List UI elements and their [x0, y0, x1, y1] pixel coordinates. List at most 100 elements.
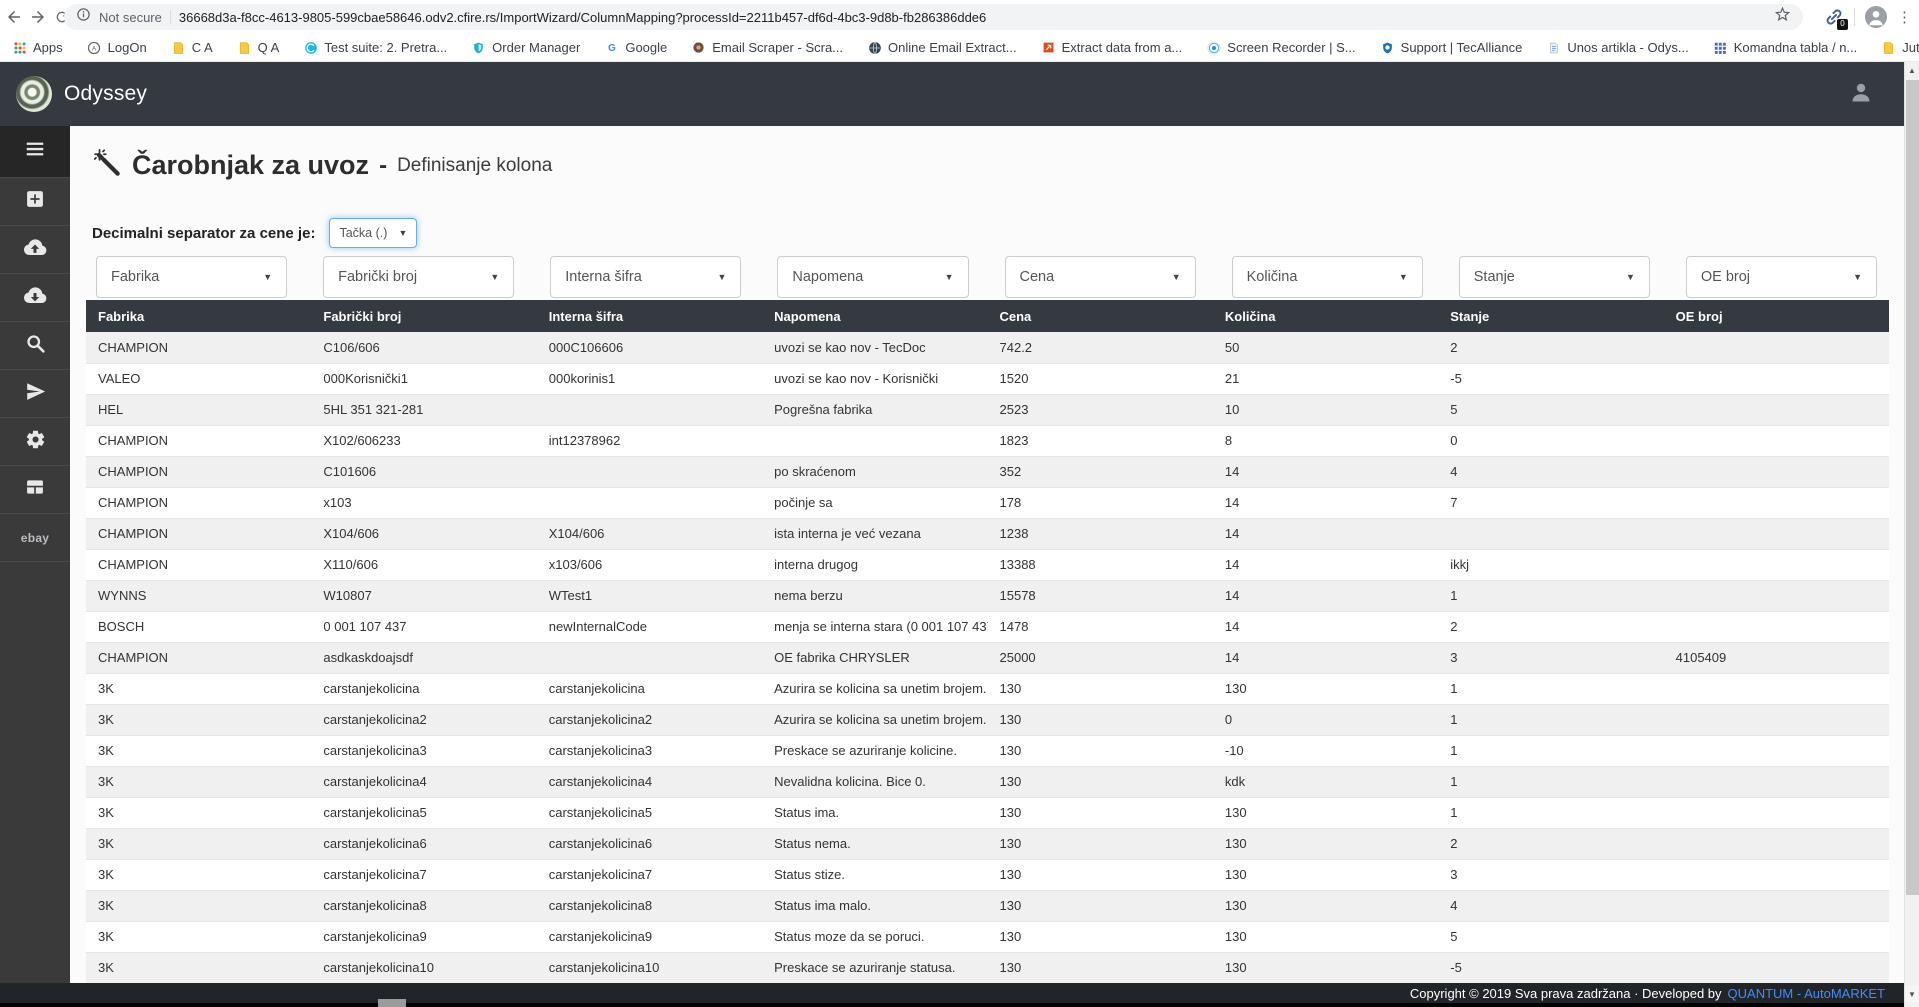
- column-header: Količina: [1212, 300, 1439, 332]
- sidebar-item-send[interactable]: [0, 370, 70, 418]
- table-row: 3K carstanjekolicina4 carstanjekolicina4 Ne…: [86, 766, 1889, 798]
- extension-badge: 0: [1837, 19, 1848, 30]
- shield-blue-icon: [1380, 40, 1395, 55]
- table-row: VALEO 000Korisnički1 000korinis1 uvozi se k…: [86, 363, 1889, 395]
- sidebar-item-table[interactable]: [0, 466, 70, 514]
- column-mapping-select[interactable]: Fabrika ▼: [96, 256, 288, 298]
- decimal-separator-label: Decimalni separator za cene je:: [92, 224, 316, 242]
- browser-menu-icon[interactable]: ⋮: [1897, 8, 1912, 26]
- caret-down-icon: ▼: [944, 272, 954, 282]
- decimal-separator-select[interactable]: Tačka (.) ▼: [329, 218, 418, 248]
- sidebar-item-add[interactable]: [0, 178, 70, 226]
- table-row: WYNNS W10807 WTest1 nema berzu 15578 14 1: [86, 580, 1889, 612]
- taskbar-peek: [378, 999, 406, 1007]
- google-g-icon: G: [604, 40, 619, 55]
- table-row: 3K carstanjekolicina8 carstanjekolicina8 St…: [86, 890, 1889, 922]
- table-row: 3K carstanjekolicina10 carstanjekolicina10…: [86, 952, 1889, 983]
- back-icon[interactable]: [4, 7, 24, 27]
- red-arrow-icon: [1041, 40, 1056, 55]
- bookmark-item[interactable]: Email Scraper - Scra...: [691, 40, 843, 55]
- table-row: BOSCH 0 001 107 437 newInternalCode menja s…: [86, 611, 1889, 643]
- caret-down-icon: ▼: [1853, 272, 1862, 282]
- folder-yellow-icon: [171, 40, 186, 55]
- column-mapping-select[interactable]: Stanje ▼: [1458, 256, 1650, 298]
- bookmark-item[interactable]: Support | TecAlliance: [1380, 40, 1522, 55]
- sidebar-item-upload[interactable]: [0, 226, 70, 274]
- column-header: Interna šifra: [536, 300, 763, 332]
- forward-icon[interactable]: [28, 7, 48, 27]
- bookmark-item[interactable]: G Google: [604, 40, 667, 55]
- bookmark-item[interactable]: Order Manager: [471, 40, 580, 55]
- caret-down-icon: ▼: [1398, 272, 1408, 282]
- caret-down-icon: ▼: [717, 272, 727, 282]
- developer-link[interactable]: QUANTUM - AutoMARKET: [1727, 985, 1885, 1001]
- column-mapping-select[interactable]: Interna šifra ▼: [550, 256, 742, 298]
- bookmark-item[interactable]: Apps: [12, 40, 63, 55]
- table-row: CHAMPION C106/606 000C106606 uvozi se kao n…: [86, 332, 1889, 364]
- sidebar-item-ebay[interactable]: ebay: [0, 514, 70, 562]
- column-header: Stanje: [1438, 300, 1664, 332]
- bookmark-item[interactable]: Jutarnja zaduženja: [1881, 40, 1919, 55]
- table-row: CHAMPION asdkaskdoajsdf OE fabrika CHRYSLE…: [86, 642, 1889, 674]
- sidebar-item-search[interactable]: [0, 322, 70, 370]
- caret-down-icon: ▼: [490, 272, 500, 282]
- folder-yellow-icon: [1881, 40, 1896, 55]
- bookmark-item[interactable]: Online Email Extract...: [867, 40, 1017, 55]
- table-row: 3K carstanjekolicina3 carstanjekolicina3 Pr…: [86, 735, 1889, 767]
- browser-profile-avatar[interactable]: [1865, 6, 1887, 28]
- sidebar-item-settings[interactable]: [0, 418, 70, 466]
- user-icon[interactable]: [1849, 80, 1873, 109]
- apps-grid-icon: [12, 40, 27, 55]
- address-bar[interactable]: Not secure 36668d3a-f8cc-4613-9805-599cb…: [64, 4, 1803, 30]
- browser-toolbar: Not secure 36668d3a-f8cc-4613-9805-599cb…: [0, 0, 1919, 34]
- sidebar-item-menu[interactable]: [0, 126, 70, 178]
- page-scrollbar[interactable]: ▲ ▼: [1904, 62, 1919, 1007]
- scroll-down-icon[interactable]: ▼: [1905, 986, 1919, 1003]
- table-row: HEL 5HL 351 321-281 Pogrešna fabrika 2523 10…: [86, 394, 1889, 426]
- sidebar-item-download[interactable]: [0, 274, 70, 322]
- column-header: Cena: [987, 300, 1213, 332]
- cloud-download-icon: [23, 283, 47, 312]
- scroll-up-icon[interactable]: ▲: [1908, 65, 1916, 75]
- column-mapping-select[interactable]: OE broj ▼: [1685, 256, 1877, 298]
- main-content: Čarobnjak za uvoz - Definisanje kolona D…: [70, 126, 1919, 983]
- column-mapping-select[interactable]: Količina ▼: [1231, 256, 1423, 298]
- odyssey-logo-icon[interactable]: [16, 76, 52, 112]
- link-extension-icon[interactable]: 0: [1824, 7, 1848, 30]
- bookmark-item[interactable]: C A: [171, 40, 213, 55]
- bookmark-item[interactable]: Screen Recorder | S...: [1206, 40, 1356, 55]
- sidebar: ebay: [0, 126, 70, 983]
- table-row: 3K carstanjekolicina7 carstanjekolicina7 St…: [86, 859, 1889, 891]
- column-mapping-select[interactable]: Fabrički broj ▼: [323, 256, 515, 298]
- column-mapping-select[interactable]: Napomena ▼: [777, 256, 969, 298]
- table-row: 3K carstanjekolicina5 carstanjekolicina5 St…: [86, 797, 1889, 829]
- decimal-separator-row: Decimalni separator za cene je: Tačka (.…: [92, 218, 418, 248]
- bookmark-star-icon[interactable]: [1774, 6, 1791, 28]
- ebay-logo-icon: ebay: [20, 530, 50, 545]
- caret-down-icon: ▼: [1171, 272, 1181, 282]
- table-row: CHAMPION x103 počinje sa 178 14 7: [86, 487, 1889, 519]
- bookmark-item[interactable]: Unos artikla - Odys...: [1546, 40, 1689, 55]
- menu-icon: [24, 138, 46, 165]
- table-row: 3K carstanjekolicina6 carstanjekolicina6 St…: [86, 828, 1889, 860]
- caret-down-icon: ▼: [263, 272, 273, 282]
- info-icon[interactable]: [76, 7, 91, 27]
- folder-yellow-icon: [237, 40, 252, 55]
- toolbar-right: 0 ⋮: [1824, 0, 1915, 34]
- svg-text:A: A: [92, 45, 97, 52]
- bookmark-item[interactable]: A LogOn: [87, 40, 147, 55]
- scrollbar-thumb[interactable]: [1906, 80, 1919, 895]
- bookmark-item[interactable]: Komandna tabla / n...: [1713, 40, 1857, 55]
- caret-down-icon: ▼: [398, 228, 408, 238]
- page-subtitle: Definisanje kolona: [397, 154, 553, 176]
- brand-name[interactable]: Odyssey: [64, 82, 148, 105]
- bookmark-item[interactable]: Q A: [237, 40, 279, 55]
- table-row: CHAMPION X102/606233 int12378962 1823 8 0: [86, 425, 1889, 457]
- omnibox-divider: [169, 10, 171, 24]
- bookmark-item[interactable]: Test suite: 2. Pretra...: [303, 40, 447, 55]
- cloud-upload-icon: [23, 235, 47, 264]
- bookmark-item[interactable]: Extract data from a...: [1041, 40, 1182, 55]
- page-title-text: Čarobnjak za uvoz: [132, 150, 370, 180]
- column-mapping-select[interactable]: Cena ▼: [1004, 256, 1196, 298]
- url-text[interactable]: 36668d3a-f8cc-4613-9805-599cbae58646.odv…: [178, 9, 987, 25]
